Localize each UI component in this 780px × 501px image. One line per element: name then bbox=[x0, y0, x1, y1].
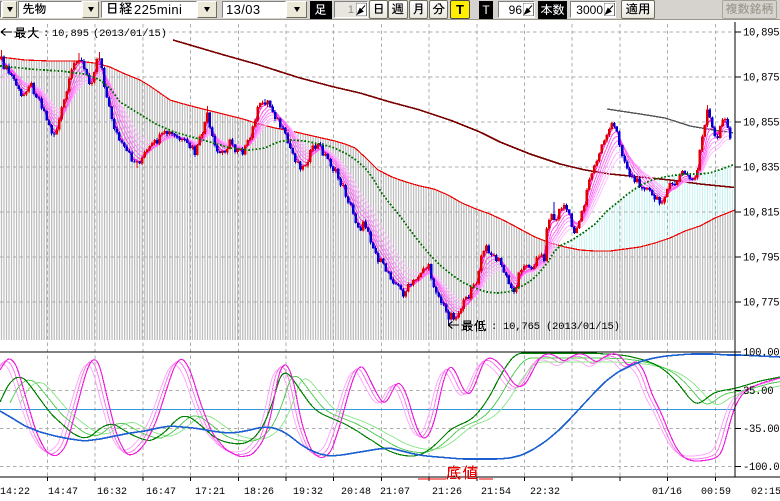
svg-text:00:59: 00:59 bbox=[701, 487, 731, 498]
svg-text:20:48: 20:48 bbox=[341, 487, 371, 498]
svg-text:16:32: 16:32 bbox=[97, 487, 127, 498]
svg-text:19:32: 19:32 bbox=[293, 487, 323, 498]
svg-text:10,875: 10,875 bbox=[743, 73, 779, 85]
svg-text:21:26: 21:26 bbox=[432, 487, 462, 498]
svg-text:-100.0: -100.0 bbox=[743, 462, 779, 474]
svg-text:(2013/01/15): (2013/01/15) bbox=[546, 321, 620, 333]
svg-text:22:32: 22:32 bbox=[530, 487, 560, 498]
svg-text:100.00: 100.00 bbox=[743, 348, 779, 360]
svg-text:18:26: 18:26 bbox=[244, 487, 274, 498]
svg-text:21:07: 21:07 bbox=[380, 487, 410, 498]
svg-text:14:22: 14:22 bbox=[0, 487, 30, 498]
svg-text:(2013/01/15): (2013/01/15) bbox=[93, 28, 167, 40]
svg-text:14:47: 14:47 bbox=[48, 487, 78, 498]
svg-text::: : bbox=[43, 28, 49, 40]
svg-text:10,835: 10,835 bbox=[743, 163, 779, 175]
svg-text:17:21: 17:21 bbox=[195, 487, 225, 498]
svg-text:16:47: 16:47 bbox=[146, 487, 176, 498]
svg-text:-35.00: -35.00 bbox=[743, 424, 779, 436]
svg-text:10,855: 10,855 bbox=[743, 118, 779, 130]
svg-text:10,765: 10,765 bbox=[503, 321, 540, 333]
svg-text:01/16: 01/16 bbox=[652, 486, 682, 498]
svg-text:35.00: 35.00 bbox=[743, 386, 773, 398]
svg-text:10,895: 10,895 bbox=[743, 28, 779, 40]
svg-text:10,775: 10,775 bbox=[743, 298, 779, 310]
svg-text:21:54: 21:54 bbox=[481, 487, 511, 498]
svg-text:02:15: 02:15 bbox=[751, 487, 780, 498]
svg-text:10,895: 10,895 bbox=[52, 28, 89, 40]
svg-text::: : bbox=[491, 321, 497, 333]
svg-text:10,795: 10,795 bbox=[743, 253, 779, 265]
svg-text:10,815: 10,815 bbox=[743, 208, 779, 220]
